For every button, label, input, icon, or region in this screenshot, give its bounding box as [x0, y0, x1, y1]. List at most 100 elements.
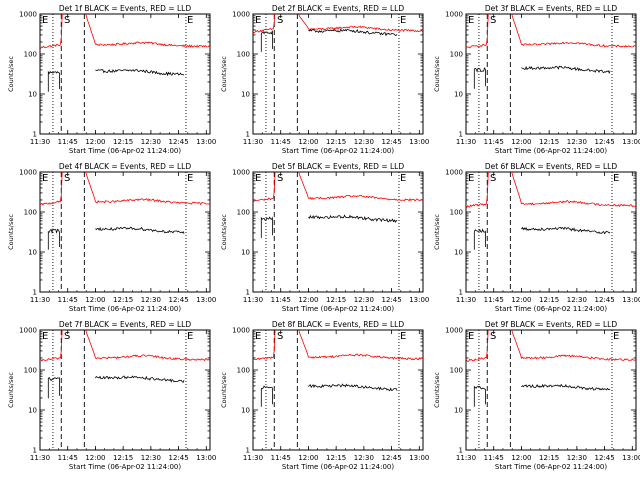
event-marker-s: S — [277, 15, 283, 26]
event-marker-e: E — [42, 173, 48, 184]
y-axis-label: Counts/sec — [7, 214, 15, 250]
event-marker-e: E — [255, 173, 261, 184]
series-lld-line — [253, 330, 423, 361]
x-tick-label: 12:15 — [113, 138, 133, 146]
panel-title: Det 9f BLACK = Events, RED = LLD — [485, 320, 618, 329]
x-axis-label: Start Time (06-Apr-02 11:24:00) — [69, 147, 181, 155]
x-axis-label: Start Time (06-Apr-02 11:24:00) — [69, 305, 181, 313]
event-marker-e: E — [187, 15, 193, 26]
event-marker-e: E — [255, 331, 261, 342]
series-events-line — [308, 383, 398, 392]
event-marker-e: E — [468, 15, 474, 26]
x-tick-label: 11:30 — [243, 138, 263, 146]
y-tick-label: 1 — [33, 289, 37, 297]
x-tick-label: 12:30 — [567, 138, 587, 146]
x-tick-label: 12:30 — [141, 296, 161, 304]
x-tick-label: 11:45 — [484, 296, 504, 304]
series-events-line — [473, 385, 486, 407]
y-tick-label: 100 — [24, 51, 37, 59]
series-events-line — [260, 216, 273, 238]
plot-frame — [465, 329, 637, 451]
x-tick-label: 11:30 — [30, 454, 50, 462]
event-marker-e: E — [468, 173, 474, 184]
x-tick-label: 11:45 — [58, 138, 78, 146]
series-lld-line — [40, 14, 210, 49]
y-tick-label: 100 — [237, 367, 250, 375]
plot-frame — [39, 13, 211, 135]
x-tick-label: 12:15 — [539, 454, 559, 462]
x-tick-label: 11:45 — [484, 454, 504, 462]
x-tick-label: 12:30 — [354, 454, 374, 462]
x-tick-label: 13:00 — [409, 138, 429, 146]
x-tick-label: 11:30 — [456, 296, 476, 304]
event-marker-e: E — [400, 15, 406, 26]
plot-frame — [465, 13, 637, 135]
x-tick-label: 12:30 — [141, 138, 161, 146]
x-axis-label: Start Time (06-Apr-02 11:24:00) — [282, 305, 394, 313]
y-tick-label: 1000 — [445, 169, 463, 177]
series-events-line — [95, 69, 185, 77]
x-axis-label: Start Time (06-Apr-02 11:24:00) — [282, 147, 394, 155]
event-marker-s: S — [277, 331, 283, 342]
x-tick-label: 11:30 — [456, 138, 476, 146]
y-tick-label: 10 — [241, 407, 250, 415]
x-tick-label: 12:00 — [298, 138, 318, 146]
y-tick-label: 1000 — [232, 327, 250, 335]
x-tick-label: 12:45 — [381, 454, 401, 462]
x-tick-label: 12:00 — [298, 296, 318, 304]
x-tick-label: 12:15 — [113, 454, 133, 462]
x-tick-label: 11:45 — [484, 138, 504, 146]
panel-title: Det 5f BLACK = Events, RED = LLD — [272, 162, 405, 171]
y-axis-label: Counts/sec — [7, 372, 15, 408]
y-tick-label: 1 — [246, 131, 250, 139]
x-tick-label: 12:45 — [168, 138, 188, 146]
x-tick-label: 12:00 — [511, 296, 531, 304]
x-tick-label: 13:00 — [622, 454, 640, 462]
x-tick-label: 11:30 — [456, 454, 476, 462]
series-events-line — [95, 226, 185, 234]
series-lld-line — [466, 14, 636, 49]
series-lld-line — [40, 172, 210, 206]
x-tick-label: 12:15 — [539, 296, 559, 304]
x-tick-label: 12:30 — [567, 296, 587, 304]
y-tick-label: 10 — [454, 249, 463, 257]
series-events-line — [473, 228, 486, 250]
x-tick-label: 11:30 — [243, 454, 263, 462]
event-marker-s: S — [490, 15, 496, 26]
event-marker-e: E — [613, 173, 619, 184]
series-events-line — [47, 376, 60, 399]
y-tick-label: 100 — [450, 51, 463, 59]
series-events-line — [308, 28, 398, 37]
x-tick-label: 11:45 — [271, 296, 291, 304]
x-tick-label: 11:45 — [271, 138, 291, 146]
y-axis-label: Counts/sec — [7, 56, 15, 92]
x-tick-label: 12:00 — [85, 454, 105, 462]
event-marker-e: E — [400, 331, 406, 342]
x-tick-label: 13:00 — [196, 454, 216, 462]
y-axis-label: Counts/sec — [220, 372, 228, 408]
x-axis-label: Start Time (06-Apr-02 11:24:00) — [495, 147, 607, 155]
x-tick-label: 13:00 — [409, 296, 429, 304]
panel-title: Det 1f BLACK = Events, RED = LLD — [59, 4, 192, 13]
y-axis-label: Counts/sec — [220, 214, 228, 250]
y-tick-label: 1000 — [232, 11, 250, 19]
event-marker-s: S — [64, 173, 70, 184]
y-tick-label: 1000 — [19, 169, 37, 177]
event-marker-e: E — [255, 15, 261, 26]
x-tick-label: 12:45 — [168, 454, 188, 462]
panel-title: Det 2f BLACK = Events, RED = LLD — [272, 4, 405, 13]
event-marker-s: S — [490, 331, 496, 342]
y-tick-label: 100 — [24, 367, 37, 375]
panel-title: Det 4f BLACK = Events, RED = LLD — [59, 162, 192, 171]
event-marker-s: S — [64, 15, 70, 26]
plot-frame — [252, 329, 424, 451]
x-tick-label: 12:15 — [326, 454, 346, 462]
x-tick-label: 12:30 — [567, 454, 587, 462]
x-tick-label: 12:00 — [511, 454, 531, 462]
y-tick-label: 1 — [246, 447, 250, 455]
x-tick-label: 11:45 — [58, 454, 78, 462]
panel-det-1: Det 1f BLACK = Events, RED = LLD 1 10 100 10… — [7, 4, 216, 155]
x-tick-label: 13:00 — [622, 138, 640, 146]
x-tick-label: 11:45 — [271, 454, 291, 462]
x-tick-label: 12:15 — [539, 138, 559, 146]
